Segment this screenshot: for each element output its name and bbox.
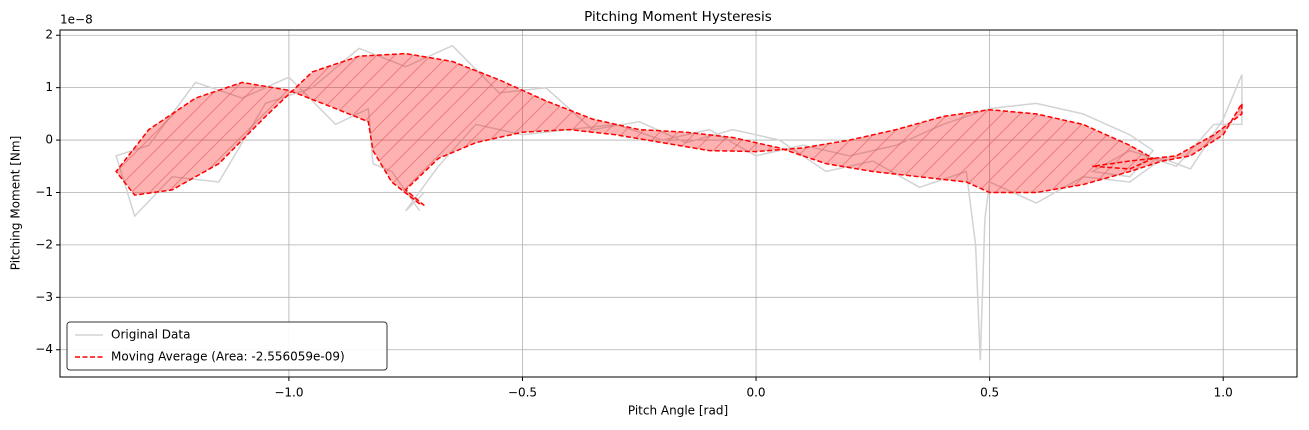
legend-label: Moving Average (Area: -2.556059e-09) [111, 350, 345, 364]
y-tick-label: −4 [35, 342, 53, 356]
y-axis-label: Pitching Moment [Nm] [9, 136, 23, 271]
y-tick-label: −1 [35, 185, 53, 199]
plot-frame [59, 29, 1298, 378]
x-tick-label: −0.5 [508, 386, 537, 400]
series-line [115, 52, 1243, 207]
hysteresis-hatch [116, 53, 1242, 206]
y-tick-label: 1 [45, 80, 53, 94]
x-tick-label: 0.5 [980, 386, 999, 400]
x-tick-label: −1.0 [274, 386, 303, 400]
y-tick-label: 2 [45, 28, 53, 42]
y-tick-label: 0 [45, 133, 53, 147]
legend-label: Original Data [111, 328, 190, 342]
legend-box [66, 321, 388, 371]
y-offset-label: 1e−8 [60, 13, 93, 27]
y-tick-label: −3 [35, 290, 53, 304]
x-axis-label: Pitch Angle [rad] [628, 404, 728, 418]
chart-title: Pitching Moment Hysteresis [584, 9, 772, 25]
x-tick-label: 1.0 [1214, 386, 1233, 400]
x-tick-label: 0.0 [746, 386, 765, 400]
y-tick-label: −2 [35, 237, 53, 251]
